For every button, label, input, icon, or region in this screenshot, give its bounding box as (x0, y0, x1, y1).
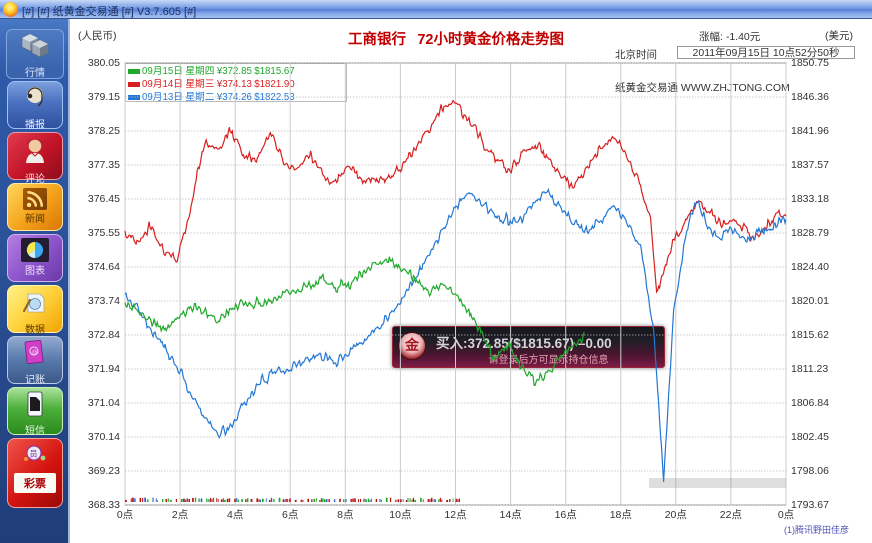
svg-text:20点: 20点 (665, 509, 687, 521)
svg-text:1846.36: 1846.36 (791, 91, 829, 103)
svg-text:368.33: 368.33 (88, 499, 120, 511)
svg-text:1798.06: 1798.06 (791, 465, 829, 477)
svg-text:1837.57: 1837.57 (791, 159, 829, 171)
svg-text:4点: 4点 (227, 509, 243, 521)
svg-text:员: 员 (30, 450, 38, 459)
svg-text:0点: 0点 (778, 509, 794, 521)
svg-text:375.55: 375.55 (88, 227, 120, 239)
svg-text:377.35: 377.35 (88, 159, 120, 171)
svg-text:12点: 12点 (444, 509, 466, 521)
svg-text:@: @ (31, 350, 38, 357)
svg-text:1833.18: 1833.18 (791, 193, 829, 205)
svg-text:371.04: 371.04 (88, 397, 120, 409)
svg-text:369.23: 369.23 (88, 465, 120, 477)
svg-text:14点: 14点 (500, 509, 522, 521)
svg-text:1841.96: 1841.96 (791, 125, 829, 137)
svg-text:371.94: 371.94 (88, 363, 120, 375)
svg-text:2点: 2点 (172, 509, 188, 521)
svg-text:1828.79: 1828.79 (791, 227, 829, 239)
svg-text:0点: 0点 (117, 509, 133, 521)
svg-text:8点: 8点 (337, 509, 353, 521)
svg-text:1824.40: 1824.40 (791, 261, 829, 273)
svg-text:1850.75: 1850.75 (791, 57, 829, 69)
svg-text:370.14: 370.14 (88, 431, 120, 443)
svg-text:374.64: 374.64 (88, 261, 120, 273)
svg-text:1802.45: 1802.45 (791, 431, 829, 443)
svg-text:380.05: 380.05 (88, 57, 120, 69)
svg-text:10点: 10点 (389, 509, 411, 521)
svg-text:18点: 18点 (610, 509, 632, 521)
svg-text:1811.23: 1811.23 (791, 363, 828, 375)
svg-text:378.25: 378.25 (88, 125, 120, 137)
svg-text:372.84: 372.84 (88, 329, 120, 341)
svg-text:379.15: 379.15 (88, 91, 120, 103)
svg-text:376.45: 376.45 (88, 193, 120, 205)
svg-text:1806.84: 1806.84 (791, 397, 829, 409)
svg-text:373.74: 373.74 (88, 295, 120, 307)
svg-text:16点: 16点 (555, 509, 577, 521)
svg-text:22点: 22点 (720, 509, 742, 521)
svg-text:1815.62: 1815.62 (791, 329, 829, 341)
svg-text:1793.67: 1793.67 (791, 499, 829, 511)
svg-text:6点: 6点 (282, 509, 298, 521)
svg-text:1820.01: 1820.01 (791, 295, 829, 307)
